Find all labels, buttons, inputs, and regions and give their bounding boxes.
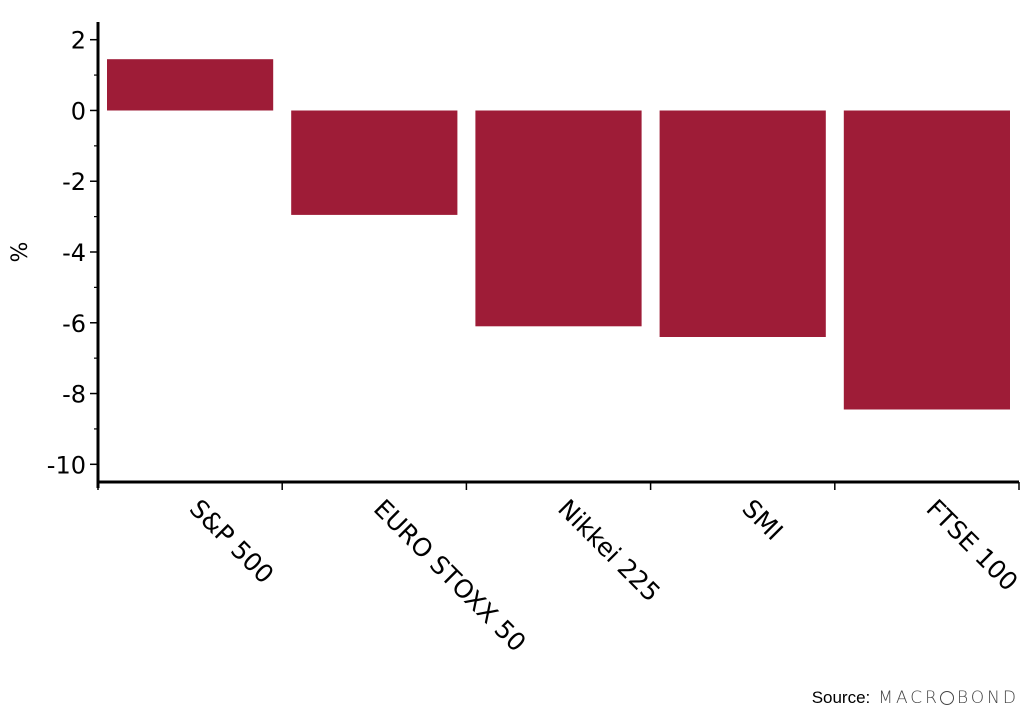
bar	[843, 110, 1010, 410]
source-label: Source:	[811, 688, 871, 707]
bar	[475, 110, 642, 327]
x-axis: S&P 500 EURO STOXX 50 Nikkei 225 SMI FTSE 10…	[97, 480, 1024, 658]
brand-circle-icon	[939, 691, 954, 705]
y-tick-label: -8	[62, 381, 86, 409]
bar	[107, 59, 274, 111]
x-tick-label: SMI	[736, 494, 788, 546]
y-tick-label: -6	[62, 310, 86, 338]
source-note: Source: MACR BOND	[812, 688, 1019, 708]
macrobond-logo: MACR BOND	[878, 688, 1019, 708]
y-tick-label: 2	[71, 27, 86, 55]
brand-suffix: BOND	[956, 688, 1019, 708]
plot-area	[107, 59, 1010, 410]
brand-prefix: MACR	[878, 688, 940, 708]
bar-chart: 2 0 -2 -4 -6 -8 -10 S&P 500 EURO STOXX 50 Nikkei…	[8, 22, 1024, 658]
y-tick-label: -2	[62, 168, 86, 196]
y-tick-label: -4	[62, 239, 86, 267]
x-tick-label: EURO STOXX 50	[368, 494, 532, 658]
x-tick-label: Nikkei 225	[552, 494, 666, 608]
bar	[659, 110, 826, 337]
x-tick-label: S&P 500	[184, 494, 280, 590]
y-axis-title: %	[8, 242, 33, 263]
y-axis: 2 0 -2 -4 -6 -8 -10	[47, 22, 100, 488]
bar	[291, 110, 458, 215]
x-tick-label: FTSE 100	[921, 494, 1024, 597]
y-tick-label: -10	[47, 451, 86, 479]
y-tick-label: 0	[71, 97, 86, 125]
